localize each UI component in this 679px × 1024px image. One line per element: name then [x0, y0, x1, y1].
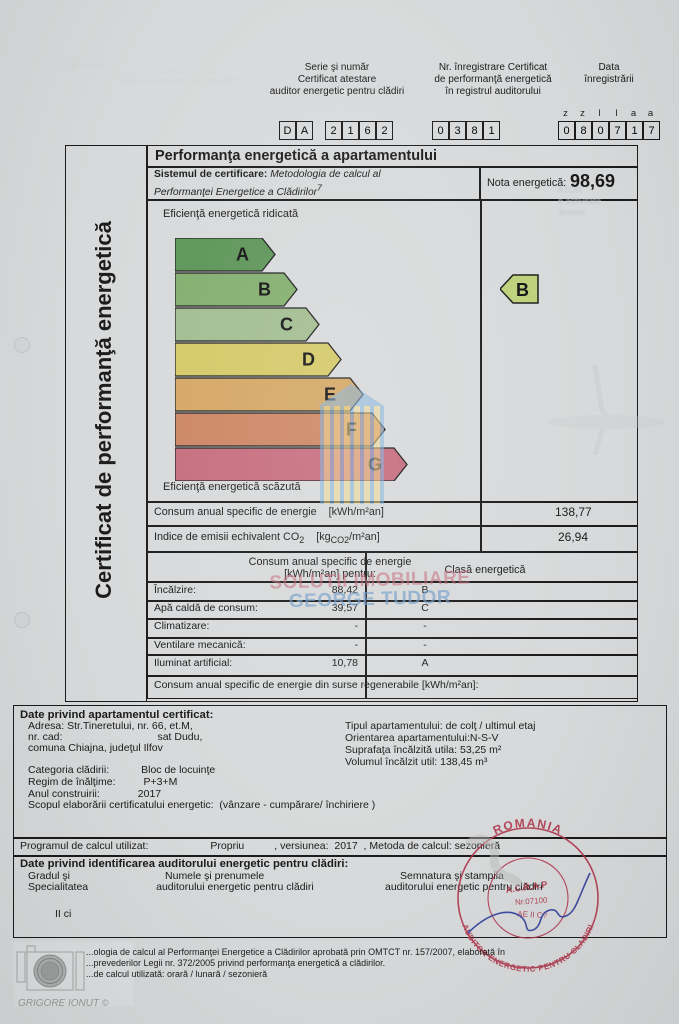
- svg-text:C: C: [280, 315, 293, 335]
- svg-text:B: B: [258, 280, 271, 300]
- svg-text:A: A: [236, 245, 249, 265]
- svg-text:B: B: [516, 280, 529, 300]
- svg-text:D: D: [302, 350, 315, 370]
